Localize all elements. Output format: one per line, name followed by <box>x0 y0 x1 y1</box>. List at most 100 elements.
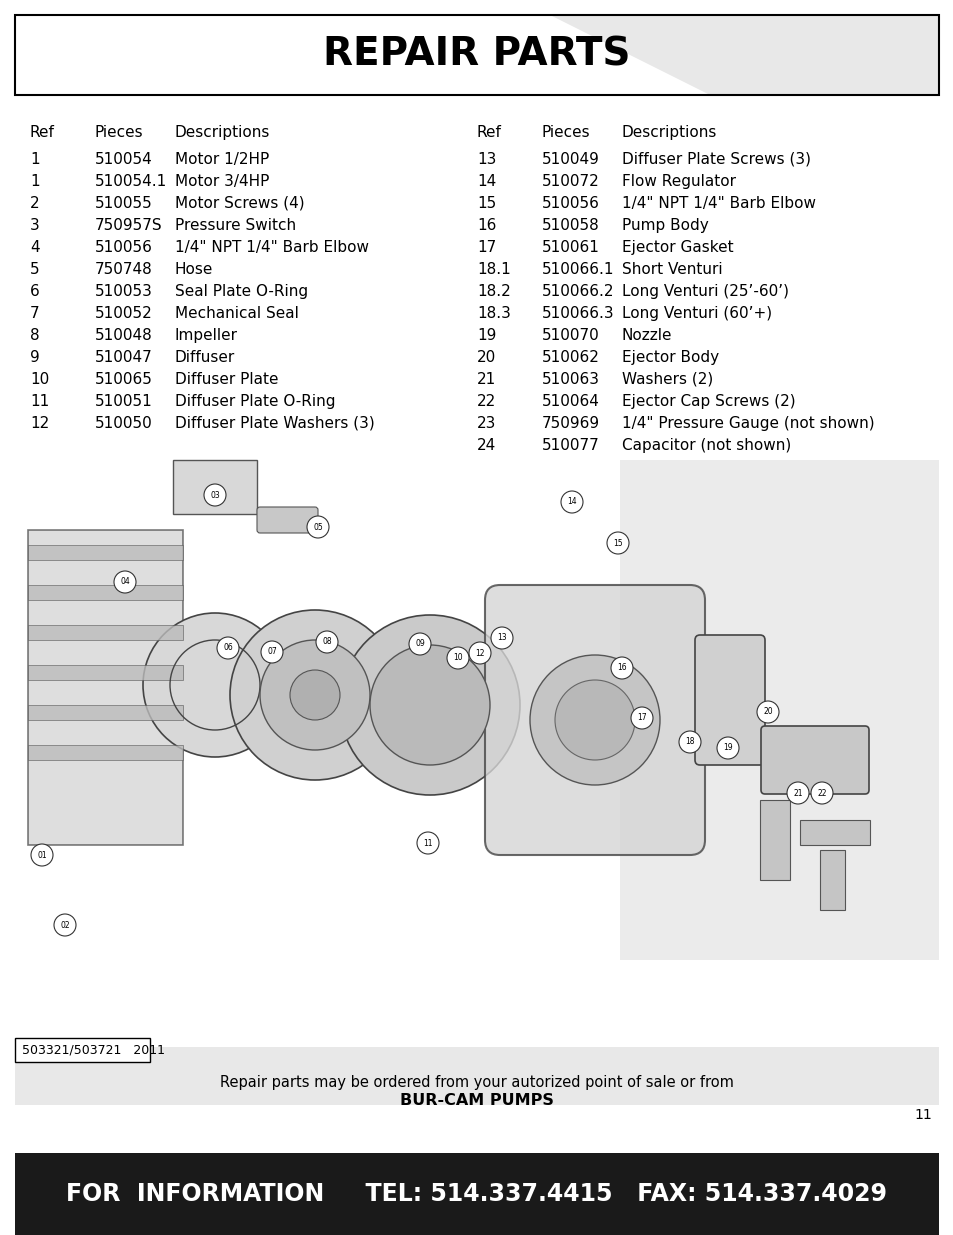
Bar <box>15 1047 938 1105</box>
Bar <box>820 850 844 910</box>
Text: 510054.1: 510054.1 <box>95 174 167 189</box>
Text: Ejector Cap Screws (2): Ejector Cap Screws (2) <box>621 394 795 409</box>
Circle shape <box>469 642 491 664</box>
Text: Hose: Hose <box>174 262 213 277</box>
Text: 750957S: 750957S <box>95 219 162 233</box>
Text: Motor 1/2HP: Motor 1/2HP <box>174 152 269 167</box>
Text: 15: 15 <box>613 538 622 547</box>
Text: Diffuser Plate O-Ring: Diffuser Plate O-Ring <box>174 394 335 409</box>
Text: Washers (2): Washers (2) <box>621 372 713 387</box>
Text: 3: 3 <box>30 219 40 233</box>
Text: 02: 02 <box>60 920 70 930</box>
Text: Descriptions: Descriptions <box>621 125 717 140</box>
Bar <box>28 625 183 640</box>
Text: 510064: 510064 <box>541 394 599 409</box>
Text: 510058: 510058 <box>541 219 599 233</box>
Text: 11: 11 <box>913 1108 931 1123</box>
Circle shape <box>786 782 808 804</box>
Text: 510070: 510070 <box>541 329 599 343</box>
Text: 1/4" Pressure Gauge (not shown): 1/4" Pressure Gauge (not shown) <box>621 416 874 431</box>
FancyBboxPatch shape <box>760 726 868 794</box>
Text: 510065: 510065 <box>95 372 152 387</box>
Text: 510066.3: 510066.3 <box>541 306 614 321</box>
Circle shape <box>370 645 490 764</box>
Text: 4: 4 <box>30 240 40 254</box>
FancyBboxPatch shape <box>172 459 256 514</box>
Text: 510050: 510050 <box>95 416 152 431</box>
Text: 8: 8 <box>30 329 40 343</box>
Text: Diffuser Plate Screws (3): Diffuser Plate Screws (3) <box>621 152 810 167</box>
Text: 19: 19 <box>722 743 732 752</box>
Circle shape <box>204 484 226 506</box>
Text: Pieces: Pieces <box>95 125 144 140</box>
Text: 20: 20 <box>476 350 496 366</box>
Text: 03: 03 <box>210 490 219 499</box>
Circle shape <box>409 634 431 655</box>
Bar <box>15 15 938 95</box>
Text: 07: 07 <box>267 647 276 657</box>
Text: Diffuser Plate: Diffuser Plate <box>174 372 278 387</box>
Circle shape <box>260 640 370 750</box>
Text: BUR-CAM PUMPS: BUR-CAM PUMPS <box>399 1093 554 1108</box>
Text: Pieces: Pieces <box>541 125 590 140</box>
Text: 22: 22 <box>817 788 826 798</box>
Text: 510047: 510047 <box>95 350 152 366</box>
Circle shape <box>216 637 239 659</box>
Text: 510054: 510054 <box>95 152 152 167</box>
Circle shape <box>261 641 283 663</box>
Text: 13: 13 <box>497 634 506 642</box>
Text: 750748: 750748 <box>95 262 152 277</box>
Text: 24: 24 <box>476 438 496 453</box>
Circle shape <box>230 610 399 781</box>
Text: 11: 11 <box>423 839 433 847</box>
Text: 7: 7 <box>30 306 40 321</box>
FancyBboxPatch shape <box>28 530 183 845</box>
FancyBboxPatch shape <box>256 508 317 534</box>
Text: 21: 21 <box>476 372 496 387</box>
Text: Diffuser: Diffuser <box>174 350 235 366</box>
Text: Ref: Ref <box>30 125 55 140</box>
Circle shape <box>315 631 337 653</box>
Bar <box>28 545 183 559</box>
Bar <box>28 585 183 600</box>
Text: 510055: 510055 <box>95 196 152 211</box>
FancyBboxPatch shape <box>484 585 704 855</box>
Text: 510048: 510048 <box>95 329 152 343</box>
Circle shape <box>679 731 700 753</box>
Bar <box>15 1037 150 1062</box>
Text: REPAIR PARTS: REPAIR PARTS <box>323 36 630 74</box>
Circle shape <box>447 647 469 669</box>
Text: 510072: 510072 <box>541 174 599 189</box>
Text: 6: 6 <box>30 284 40 299</box>
Text: 22: 22 <box>476 394 496 409</box>
Text: 1: 1 <box>30 174 40 189</box>
Text: 503321/503721   2011: 503321/503721 2011 <box>22 1044 165 1056</box>
Text: 16: 16 <box>476 219 496 233</box>
Text: 23: 23 <box>476 416 496 431</box>
Text: Ejector Gasket: Ejector Gasket <box>621 240 733 254</box>
Circle shape <box>339 615 519 795</box>
Text: 510049: 510049 <box>541 152 599 167</box>
Text: 16: 16 <box>617 663 626 673</box>
Text: 10: 10 <box>453 653 462 662</box>
Text: Mechanical Seal: Mechanical Seal <box>174 306 298 321</box>
Text: 510053: 510053 <box>95 284 152 299</box>
Text: 10: 10 <box>30 372 50 387</box>
Text: 1: 1 <box>30 152 40 167</box>
Text: 510062: 510062 <box>541 350 599 366</box>
Bar <box>760 800 789 881</box>
Text: 21: 21 <box>792 788 801 798</box>
Circle shape <box>560 492 582 513</box>
Text: Ref: Ref <box>476 125 501 140</box>
Text: Long Venturi (60’+): Long Venturi (60’+) <box>621 306 771 321</box>
Circle shape <box>757 701 779 722</box>
Circle shape <box>307 516 329 538</box>
Circle shape <box>416 832 438 853</box>
Circle shape <box>555 680 635 760</box>
Bar <box>800 820 869 845</box>
Text: 510056: 510056 <box>95 240 152 254</box>
Text: 08: 08 <box>322 637 332 646</box>
Text: 13: 13 <box>476 152 496 167</box>
Text: Long Venturi (25’-60’): Long Venturi (25’-60’) <box>621 284 788 299</box>
Circle shape <box>290 671 339 720</box>
